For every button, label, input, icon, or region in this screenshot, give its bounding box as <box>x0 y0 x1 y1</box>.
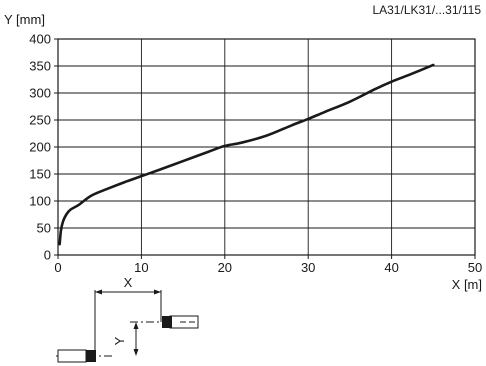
data-point <box>58 243 61 245</box>
y-tick-label: 100 <box>29 194 51 209</box>
y-tick-label: 0 <box>44 248 51 263</box>
reference-label: LA31/LK31/...31/115 <box>372 3 481 17</box>
lower-sensor-lens <box>86 350 96 362</box>
data-point <box>69 208 72 211</box>
data-point <box>290 124 293 127</box>
y-tick-labels: 0 50 100 150 200 250 300 350 400 <box>29 32 51 263</box>
data-point <box>78 203 80 206</box>
data-point <box>140 175 143 177</box>
x-tick-label: 30 <box>301 260 315 275</box>
grid <box>54 38 476 259</box>
series-points <box>58 64 435 245</box>
upper-sensor-lens <box>162 316 172 328</box>
data-point <box>224 145 226 147</box>
series-line <box>58 63 435 246</box>
y-tick-label: 350 <box>29 59 51 74</box>
x-axis-label: X [m] <box>452 277 482 292</box>
data-point <box>240 141 243 144</box>
lower-sensor-body <box>57 349 87 363</box>
offset-diagram: X Y <box>56 275 199 363</box>
data-point <box>407 74 410 76</box>
data-point <box>157 169 159 172</box>
x-tick-label: 40 <box>384 260 398 275</box>
y-tick-label: 250 <box>29 113 51 128</box>
data-point <box>432 64 435 66</box>
data-point <box>65 213 68 216</box>
y-tick-label: 200 <box>29 140 51 155</box>
data-point <box>390 80 393 83</box>
x-tick-label: 50 <box>468 260 482 275</box>
data-point <box>374 88 376 91</box>
x-tick-labels: 0 10 20 30 40 50 <box>54 260 482 275</box>
data-point <box>349 100 351 103</box>
data-point <box>62 220 64 223</box>
y-tick-label: 150 <box>29 167 51 182</box>
y-tick-label: 300 <box>29 86 51 101</box>
plot-frame <box>57 38 476 256</box>
data-point <box>307 118 310 120</box>
y-tick-label: 400 <box>29 32 51 47</box>
x-tick-label: 0 <box>54 260 61 275</box>
data-point <box>123 181 126 183</box>
data-point <box>265 134 268 137</box>
data-point <box>182 160 184 162</box>
y-tick-label: 50 <box>37 221 51 236</box>
data-point <box>107 187 109 190</box>
data-point <box>90 194 93 197</box>
x-tick-label: 20 <box>218 260 232 275</box>
data-point <box>207 151 209 153</box>
data-point <box>324 111 326 113</box>
x-dimension-label: X <box>124 275 133 290</box>
data-point <box>60 229 62 232</box>
y-axis-label: Y [mm] <box>4 12 45 27</box>
y-dimension-label: Y <box>112 336 127 345</box>
x-tick-label: 10 <box>134 260 148 275</box>
